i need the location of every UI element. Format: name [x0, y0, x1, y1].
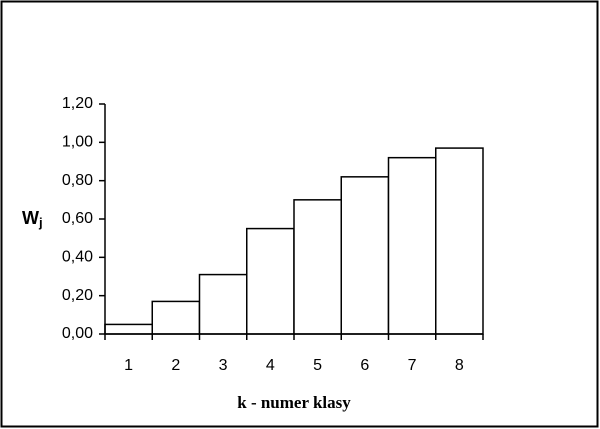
bar [435, 147, 484, 335]
bar [293, 199, 342, 335]
x-axis-label: k - numer klasy [237, 393, 351, 412]
x-tick-label: 8 [455, 357, 464, 374]
y-tick-label: 0,00 [62, 325, 93, 342]
x-tick-label: 3 [219, 357, 228, 374]
y-tick-label: 1,00 [62, 134, 93, 151]
y-tick-label: 1,20 [62, 95, 93, 112]
bar [198, 273, 248, 335]
bar [151, 300, 201, 335]
y-tick-label: 0,80 [62, 172, 93, 189]
bar [340, 176, 390, 335]
x-tick-label: 4 [266, 357, 275, 374]
x-tick-label: 7 [408, 357, 417, 374]
x-tick-label: 6 [360, 357, 369, 374]
x-tick-label: 1 [124, 357, 133, 374]
x-tick-label: 5 [313, 357, 322, 374]
y-axis-label-main: W [22, 208, 39, 228]
x-tick-label: 2 [171, 357, 180, 374]
y-axis-label-subscript: j [38, 215, 43, 230]
y-tick-label: 0,40 [62, 249, 93, 266]
y-axis-label: Wj [22, 208, 43, 231]
bar [104, 323, 153, 335]
y-tick-label: 0,60 [62, 210, 93, 227]
bar [387, 156, 437, 335]
y-tick-label: 0,20 [62, 287, 93, 304]
bar [246, 227, 295, 335]
